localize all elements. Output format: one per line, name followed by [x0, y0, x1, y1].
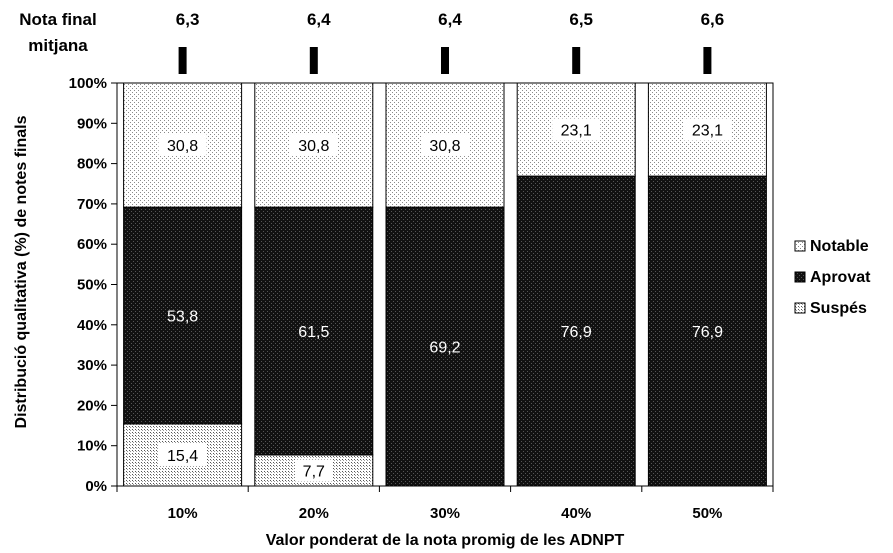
x-tick-label: 40%	[561, 505, 591, 522]
bar-segment-aprovat	[254, 206, 374, 456]
x-tick-label: 20%	[299, 505, 329, 522]
data-label-background	[294, 459, 333, 482]
data-label-background	[552, 118, 601, 141]
annotation-title-line2: mitjana	[28, 36, 88, 55]
y-tick-label: 10%	[77, 438, 107, 455]
data-label: 76,9	[561, 324, 592, 341]
data-label: 23,1	[692, 123, 723, 140]
y-tick-label: 40%	[77, 317, 107, 334]
data-label-background	[158, 134, 207, 157]
x-tick-label: 10%	[168, 505, 198, 522]
y-tick-label: 30%	[77, 357, 107, 374]
annotation-marker	[572, 47, 581, 74]
annotation-marker	[703, 47, 712, 74]
data-label: 23,1	[561, 123, 592, 140]
data-label: 30,8	[298, 138, 329, 155]
data-label-background	[289, 134, 338, 157]
x-axis: 10% 20% 30% 40% 50%	[116, 486, 774, 522]
annotation-marker	[441, 47, 449, 74]
y-tick-label: 70%	[77, 196, 107, 213]
legend: Notable Aprovat Suspés	[794, 238, 871, 317]
x-axis-label: Valor ponderat de la nota promig de les …	[266, 532, 625, 549]
bar-segment-aprovat	[516, 175, 636, 487]
data-label: 15,4	[167, 448, 198, 465]
plot-frame	[116, 82, 774, 487]
data-label: 61,5	[298, 324, 329, 341]
annotation-value: 6,3	[176, 10, 200, 29]
legend-swatch	[794, 271, 806, 283]
data-label: 30,8	[167, 138, 198, 155]
data-label: 69,2	[429, 340, 460, 357]
annotation-value: 6,6	[701, 10, 725, 29]
annotation-value: 6,4	[307, 10, 331, 29]
data-labels: 15,4 53,8 30,8 7,7 61,5 30,8 69,2 30,8 76,9 23,1 7…	[158, 118, 732, 482]
legend-swatch	[794, 240, 806, 252]
data-label-background	[421, 134, 469, 157]
bar-segment-aprovat	[123, 206, 243, 425]
data-label: 76,9	[692, 324, 723, 341]
data-label: 7,7	[303, 463, 325, 480]
legend-label: Aprovat	[810, 269, 871, 286]
legend-label: Notable	[810, 238, 869, 255]
legend-label: Suspés	[810, 300, 867, 317]
data-label: 30,8	[429, 138, 460, 155]
y-tick-label: 100%	[69, 75, 107, 92]
bar-segment-aprovat	[385, 206, 505, 487]
annotation-marker	[178, 47, 187, 74]
top-annotation: Nota final mitjana 6,3 6,4 6,4 6,5 6,6	[19, 10, 724, 74]
y-axis: 0% 10% 20% 30% 40% 50% 60% 70% 80% 90% 100%	[69, 75, 117, 495]
y-tick-label: 20%	[77, 397, 107, 414]
y-tick-label: 90%	[77, 115, 107, 132]
annotation-title-line1: Nota final	[19, 10, 96, 29]
y-tick-label: 50%	[77, 277, 107, 294]
y-tick-label: 0%	[85, 478, 107, 495]
annotation-value: 6,4	[438, 10, 462, 29]
data-label: 53,8	[167, 309, 198, 326]
legend-swatch	[794, 302, 806, 314]
y-tick-label: 80%	[77, 156, 107, 173]
annotation-value: 6,5	[569, 10, 593, 29]
x-tick-label: 30%	[430, 505, 460, 522]
y-tick-label: 60%	[77, 236, 107, 253]
data-label-background	[683, 118, 732, 141]
x-tick-label: 50%	[692, 505, 722, 522]
bar-segment-aprovat	[647, 175, 767, 487]
y-axis-label: Distribució qualitativa (%) de notes fin…	[13, 115, 30, 428]
annotation-marker	[309, 47, 318, 74]
data-label-background	[158, 443, 207, 466]
